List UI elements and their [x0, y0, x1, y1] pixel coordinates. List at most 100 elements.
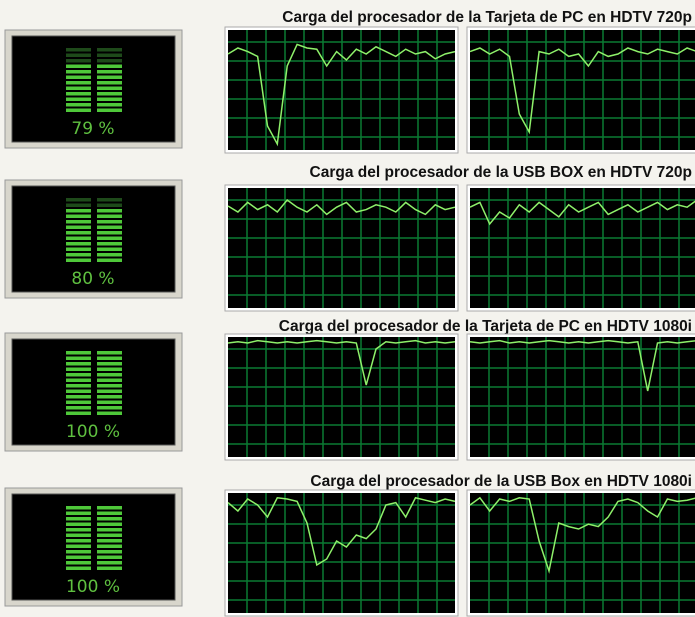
meter-bar-lit — [66, 379, 91, 383]
meter-bar-lit — [66, 98, 91, 102]
meter-bar-lit — [97, 81, 122, 85]
meter-bar-lit — [97, 406, 122, 410]
meter-bar-dim — [66, 59, 91, 63]
meter-bar-dim — [97, 59, 122, 63]
meter-bar-lit — [66, 248, 91, 252]
meter-bar-lit — [97, 395, 122, 399]
meter-bar-lit — [97, 248, 122, 252]
meter-bar-lit — [97, 98, 122, 102]
meter-bar-lit — [97, 368, 122, 372]
meter-bar-lit — [66, 384, 91, 388]
meter-bar-lit — [97, 539, 122, 543]
meter-bar-lit — [66, 395, 91, 399]
meter-bar-lit — [97, 550, 122, 554]
meter-bar-lit — [66, 373, 91, 377]
meter-bar-lit — [66, 401, 91, 405]
meter-bar-lit — [66, 109, 91, 113]
meter-bar-lit — [97, 76, 122, 80]
meter-bar-lit — [66, 220, 91, 224]
meter-bar-dim — [66, 204, 91, 208]
meter-bar-lit — [97, 384, 122, 388]
meter-bar-dim — [97, 198, 122, 202]
meter-bar-lit — [66, 556, 91, 560]
meter-bar-lit — [97, 506, 122, 510]
meter-bar-lit — [66, 561, 91, 565]
meter-bar-dim — [66, 48, 91, 52]
meter-bar-lit — [66, 534, 91, 538]
meter-bar-lit — [66, 65, 91, 69]
meter-bar-lit — [66, 539, 91, 543]
meter-bar-lit — [66, 528, 91, 532]
graph-bg — [470, 337, 695, 457]
usage-label: 80 % — [71, 269, 114, 289]
meter-bar-lit — [97, 401, 122, 405]
meter-bar-lit — [97, 209, 122, 213]
meter-bar-lit — [66, 512, 91, 516]
meter-bar-lit — [66, 253, 91, 257]
meter-bar-lit — [97, 259, 122, 263]
meter-bar-lit — [66, 259, 91, 263]
meter-bar-lit — [97, 226, 122, 230]
meter-bar-lit — [97, 103, 122, 107]
meter-bar-lit — [97, 109, 122, 113]
meter-bar-lit — [97, 556, 122, 560]
meter-bar-lit — [66, 523, 91, 527]
meter-bar-lit — [97, 220, 122, 224]
meter-bar-lit — [97, 373, 122, 377]
meter-bar-lit — [97, 561, 122, 565]
meter-bar-lit — [66, 406, 91, 410]
panel-title: Carga del procesador de la Tarjeta de PC… — [279, 318, 692, 335]
meter-bar-lit — [97, 362, 122, 366]
meter-bar-lit — [97, 528, 122, 532]
meter-bar-lit — [97, 567, 122, 571]
meter-bar-lit — [97, 517, 122, 521]
meter-bar-lit — [97, 357, 122, 361]
meter-bar-lit — [66, 81, 91, 85]
meter-bar-dim — [97, 204, 122, 208]
meter-bar-lit — [66, 412, 91, 416]
meter-bar-lit — [66, 351, 91, 355]
meter-bar-lit — [66, 87, 91, 91]
meter-bar-lit — [97, 379, 122, 383]
meter-bar-lit — [66, 517, 91, 521]
meter-bar-lit — [66, 357, 91, 361]
meter-bar-lit — [97, 70, 122, 74]
meter-bar-dim — [66, 54, 91, 58]
panel-title: Carga del procesador de la USB Box en HD… — [310, 473, 692, 490]
meter-bar-lit — [97, 231, 122, 235]
meter-bar-lit — [66, 390, 91, 394]
page: Carga del procesador de la Tarjeta de PC… — [0, 0, 695, 617]
meter-bar-lit — [97, 545, 122, 549]
meter-bar-lit — [66, 231, 91, 235]
usage-label: 100 % — [66, 577, 120, 597]
meter-bar-lit — [66, 215, 91, 219]
panel-title: Carga del procesador de la USB BOX en HD… — [310, 164, 692, 181]
meter-bar-lit — [97, 534, 122, 538]
meter-bar-lit — [66, 209, 91, 213]
meter-bar-lit — [66, 103, 91, 107]
meter-bar-lit — [97, 92, 122, 96]
meter-bar-dim — [66, 198, 91, 202]
meter-bar-lit — [97, 351, 122, 355]
meter-bar-lit — [97, 242, 122, 246]
meter-bar-lit — [97, 390, 122, 394]
meter-bar-lit — [66, 76, 91, 80]
meter-bar-lit — [66, 567, 91, 571]
meter-bar-lit — [97, 412, 122, 416]
meter-bar-lit — [97, 253, 122, 257]
graph-bg — [470, 30, 695, 150]
meter-bar-lit — [97, 65, 122, 69]
meter-bar-lit — [66, 92, 91, 96]
meter-bar-lit — [97, 523, 122, 527]
meter-bar-lit — [66, 237, 91, 241]
meter-bar-lit — [97, 512, 122, 516]
meter-bar-lit — [97, 237, 122, 241]
meter-bar-lit — [66, 226, 91, 230]
meter-bar-lit — [97, 215, 122, 219]
meter-bar-lit — [66, 550, 91, 554]
usage-label: 100 % — [66, 422, 120, 442]
meter-bar-lit — [66, 368, 91, 372]
meter-bar-lit — [97, 87, 122, 91]
usage-label: 79 % — [71, 119, 114, 139]
meter-bar-dim — [97, 54, 122, 58]
